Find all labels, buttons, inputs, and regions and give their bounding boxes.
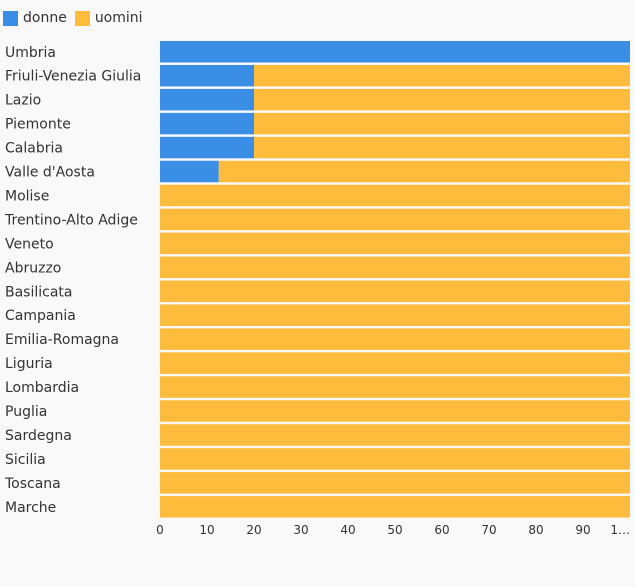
bar-uomini-piemonte[interactable] (254, 112, 630, 135)
bar-uomini-abruzzo[interactable] (160, 256, 630, 279)
category-label-valle-d-aosta: Valle d'Aosta (5, 165, 95, 181)
category-label-sardegna: Sardegna (5, 428, 72, 444)
x-tick-label-3: 30 (293, 523, 308, 537)
category-label-abruzzo: Abruzzo (5, 260, 61, 276)
bar-uomini-trentino-alto-adige[interactable] (160, 208, 630, 231)
x-tick-label-5: 50 (387, 523, 402, 537)
bar-donne-valle-d-aosta[interactable] (160, 160, 219, 183)
bar-uomini-lazio[interactable] (254, 88, 630, 111)
bar-donne-calabria[interactable] (160, 136, 254, 159)
bar-uomini-campania[interactable] (160, 304, 630, 326)
bar-donne-piemonte[interactable] (160, 112, 254, 135)
x-tick-label-4: 40 (340, 523, 355, 537)
bar-donne-lazio[interactable] (160, 88, 254, 111)
x-tick-label-1: 10 (199, 523, 214, 537)
category-label-lombardia: Lombardia (5, 380, 79, 396)
legend-label-donne: donne (23, 10, 67, 26)
category-label-puglia: Puglia (5, 404, 47, 420)
category-label-veneto: Veneto (5, 236, 54, 252)
category-label-molise: Molise (5, 188, 49, 204)
category-label-calabria: Calabria (5, 141, 63, 157)
legend-swatch-donne (3, 10, 18, 26)
category-label-toscana: Toscana (4, 476, 61, 492)
bar-uomini-calabria[interactable] (254, 136, 630, 159)
category-label-friuli-venezia-giulia: Friuli-Venezia Giulia (5, 69, 141, 85)
category-label-basilicata: Basilicata (5, 284, 73, 300)
bar-uomini-sicilia[interactable] (160, 448, 630, 470)
category-label-umbria: Umbria (5, 45, 56, 61)
category-label-marche: Marche (5, 500, 56, 516)
bar-uomini-valle-d-aosta[interactable] (218, 160, 630, 183)
category-label-campania: Campania (5, 308, 76, 324)
x-tick-label-8: 80 (528, 523, 543, 537)
bar-uomini-veneto[interactable] (160, 232, 630, 255)
bar-donne-umbria[interactable] (160, 41, 630, 63)
category-label-liguria: Liguria (5, 356, 53, 372)
bar-uomini-puglia[interactable] (160, 400, 630, 422)
bar-uomini-marche[interactable] (160, 496, 630, 518)
bar-uomini-sardegna[interactable] (160, 424, 630, 446)
bar-uomini-toscana[interactable] (160, 472, 630, 494)
x-tick-label-2: 20 (246, 523, 261, 537)
x-tick-label-9: 90 (575, 523, 590, 537)
x-tick-label-10: 1… (610, 523, 630, 537)
category-label-trentino-alto-adige: Trentino-Alto Adige (4, 212, 138, 228)
bar-donne-friuli-venezia-giulia[interactable] (160, 64, 254, 87)
category-label-piemonte: Piemonte (5, 117, 71, 133)
category-label-lazio: Lazio (5, 93, 41, 109)
bar-uomini-molise[interactable] (160, 184, 630, 207)
category-label-emilia-romagna: Emilia-Romagna (5, 332, 119, 348)
legend-swatch-uomini (74, 10, 90, 26)
x-tick-label-7: 70 (481, 523, 496, 537)
category-label-sicilia: Sicilia (5, 452, 46, 468)
bar-uomini-liguria[interactable] (160, 352, 630, 374)
bar-uomini-emilia-romagna[interactable] (160, 328, 630, 350)
x-tick-label-0: 0 (156, 523, 164, 537)
legend-label-uomini: uomini (94, 10, 143, 26)
bar-uomini-friuli-venezia-giulia[interactable] (254, 64, 630, 87)
bar-uomini-lombardia[interactable] (160, 376, 630, 398)
legend: donne uomini (3, 10, 151, 26)
legend-item-donne[interactable]: donne (3, 10, 67, 26)
bar-uomini-basilicata[interactable] (160, 280, 630, 303)
legend-item-uomini[interactable]: uomini (74, 10, 143, 26)
x-tick-label-6: 60 (434, 523, 449, 537)
